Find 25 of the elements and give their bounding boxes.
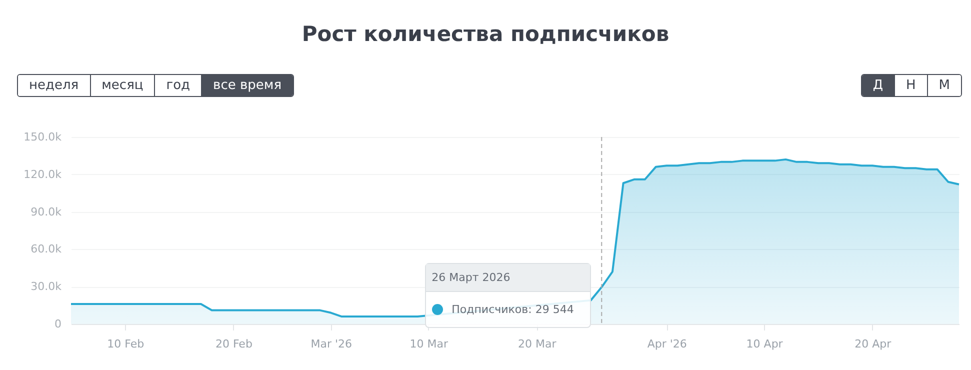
annotation: 26 Март 2026 (426, 264, 590, 292)
y-tick-label: 120.0k (24, 168, 62, 181)
y-tick-label: 90.0k (30, 205, 62, 218)
chart-title: Рост количества подписчиков (300, 22, 670, 46)
text: неделя (18, 75, 90, 96)
x-tick-label: 20 Mar (518, 338, 557, 350)
text: М (926, 75, 961, 96)
x-tick-label: Apr '26 (647, 338, 687, 350)
text: все время (201, 75, 293, 96)
y-tick-label: 30.0k (30, 280, 62, 294)
tooltip: 26 Март 2026 Подписчиков: 29 544 (424, 263, 591, 328)
y-tick-label: 0 (54, 318, 62, 330)
y-tick-label: 150.0k (24, 130, 62, 144)
y-tick-label: 60.0k (30, 242, 62, 256)
x-tick-label: 20 Feb (215, 338, 252, 350)
x-tick-label: 10 Apr (746, 338, 784, 350)
text: Н (894, 75, 927, 96)
text: Д (862, 75, 894, 96)
x-tick-label: 20 Apr (854, 338, 892, 350)
text: год (154, 75, 202, 96)
x-tick-label: 10 Feb (107, 338, 144, 350)
x-tick-label: Mar '26 (310, 338, 352, 350)
text: месяц (90, 75, 154, 96)
x-tick-label: 10 Mar (410, 338, 448, 350)
annotation: Подписчиков: 29 544 (452, 303, 574, 316)
